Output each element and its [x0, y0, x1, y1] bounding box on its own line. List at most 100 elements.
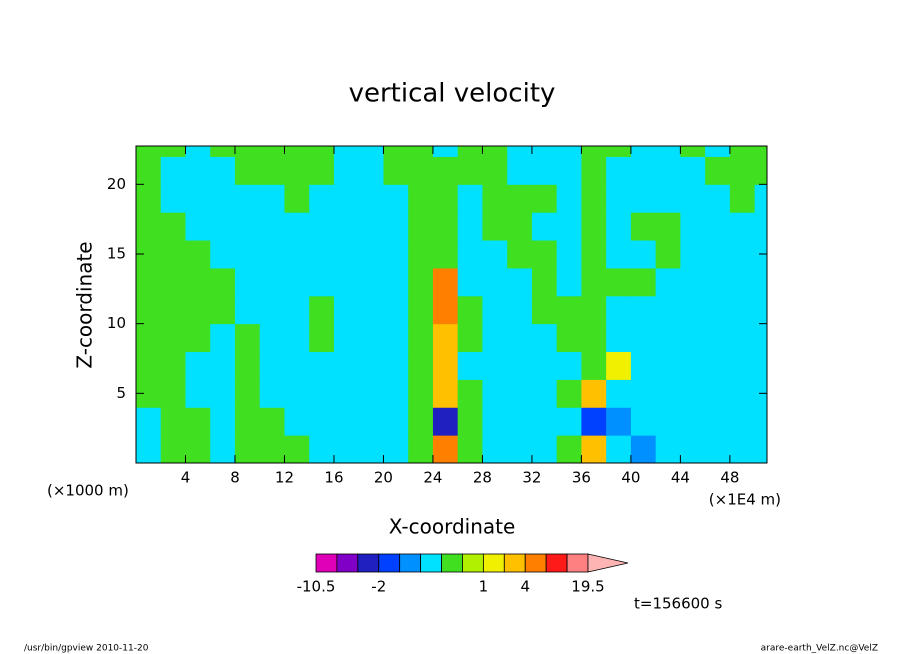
- contour-cell: [333, 146, 360, 157]
- contour-cell: [185, 323, 211, 353]
- contour-cell: [705, 295, 731, 325]
- y-tick-label: 20: [107, 175, 126, 193]
- contour-cell: [136, 212, 162, 241]
- contour-cell: [309, 156, 335, 185]
- contour-cell: [358, 351, 384, 380]
- contour-cell: [482, 240, 508, 269]
- contour-cell: [432, 295, 459, 325]
- contour-cell: [234, 212, 261, 241]
- colorbar-segment: [336, 553, 359, 573]
- contour-cell: [655, 435, 681, 463]
- contour-cell: [136, 295, 162, 325]
- contour-cell: [655, 146, 681, 157]
- contour-cell: [556, 379, 582, 408]
- contour-cell: [333, 212, 360, 241]
- contour-cell: [680, 295, 706, 325]
- contour-cell: [507, 240, 533, 269]
- contour-cell: [606, 379, 632, 408]
- x-tick-label: 12: [275, 469, 294, 487]
- contour-cell: [630, 379, 657, 408]
- contour-cell: [705, 212, 731, 241]
- contour-cell: [680, 379, 706, 408]
- contour-cell: [383, 240, 409, 269]
- contour-cell: [655, 407, 681, 436]
- contour-cell: [358, 435, 384, 463]
- contour-cell: [432, 435, 459, 463]
- contour-cell: [185, 240, 211, 269]
- contour-cell: [358, 146, 384, 157]
- contour-cell: [630, 295, 657, 325]
- contour-cell: [531, 323, 558, 353]
- contour-cell: [259, 295, 285, 325]
- contour-cell: [408, 156, 434, 185]
- contour-cell: [482, 146, 508, 157]
- contour-cell: [160, 267, 186, 297]
- contour-cell: [284, 295, 310, 325]
- contour-cell: [680, 146, 706, 157]
- contour-cell: [358, 184, 384, 213]
- contour-cell: [284, 156, 310, 185]
- contour-cell: [606, 407, 632, 436]
- contour-cell: [531, 267, 558, 297]
- contour-cell: [482, 379, 508, 408]
- contour-cell: [284, 240, 310, 269]
- contour-cell: [234, 295, 261, 325]
- contour-cell: [160, 379, 186, 408]
- contour-cell: [408, 407, 434, 436]
- contour-cell: [729, 146, 756, 157]
- contour-cell: [383, 212, 409, 241]
- contour-cell: [729, 435, 756, 463]
- x-tick-label: 28: [473, 469, 492, 487]
- contour-cell: [655, 323, 681, 353]
- contour-cell: [705, 184, 731, 213]
- contour-cell: [309, 351, 335, 380]
- colorbar-segment: [315, 553, 338, 573]
- contour-cell: [284, 435, 310, 463]
- contour-cell: [284, 146, 310, 157]
- contour-cell: [457, 146, 483, 157]
- contour-cell: [705, 146, 731, 157]
- contour-cell: [556, 184, 582, 213]
- contour-cell: [383, 146, 409, 157]
- contour-cell: [729, 407, 756, 436]
- contour-cell: [630, 323, 657, 353]
- contour-cell: [581, 240, 607, 269]
- contour-cell: [259, 156, 285, 185]
- contour-cell: [383, 184, 409, 213]
- x-unit-left: (×1000 m): [47, 482, 129, 500]
- contour-cell: [507, 146, 533, 157]
- contour-cell: [160, 156, 186, 185]
- contour-cell: [507, 379, 533, 408]
- colorbar-segment: [566, 553, 589, 573]
- contour-cell: [457, 351, 483, 380]
- contour-cell: [729, 379, 756, 408]
- contour-cell: [210, 267, 236, 297]
- contour-cell: [185, 212, 211, 241]
- contour-cell: [507, 435, 533, 463]
- contour-cell: [160, 146, 186, 157]
- contour-cell: [457, 435, 483, 463]
- contour-cell: [383, 351, 409, 380]
- contour-cell: [754, 323, 767, 353]
- contour-cell: [185, 379, 211, 408]
- contour-cell: [729, 240, 756, 269]
- contour-cell: [457, 240, 483, 269]
- contour-cell: [729, 351, 756, 380]
- contour-cell: [457, 267, 483, 297]
- contour-cell: [507, 295, 533, 325]
- contour-cell: [680, 323, 706, 353]
- contour-cell: [705, 379, 731, 408]
- colorbar-segment: [357, 553, 380, 573]
- contour-cell: [408, 323, 434, 353]
- contour-cell: [358, 156, 384, 185]
- contour-cell: [358, 240, 384, 269]
- contour-cell: [655, 379, 681, 408]
- x-tick-label: 48: [720, 469, 739, 487]
- x-tick-label: 24: [423, 469, 442, 487]
- contour-cell: [383, 379, 409, 408]
- contour-cell: [408, 435, 434, 463]
- x-unit-right: (×1E4 m): [709, 491, 781, 509]
- contour-cell: [210, 295, 236, 325]
- contour-cell: [309, 267, 335, 297]
